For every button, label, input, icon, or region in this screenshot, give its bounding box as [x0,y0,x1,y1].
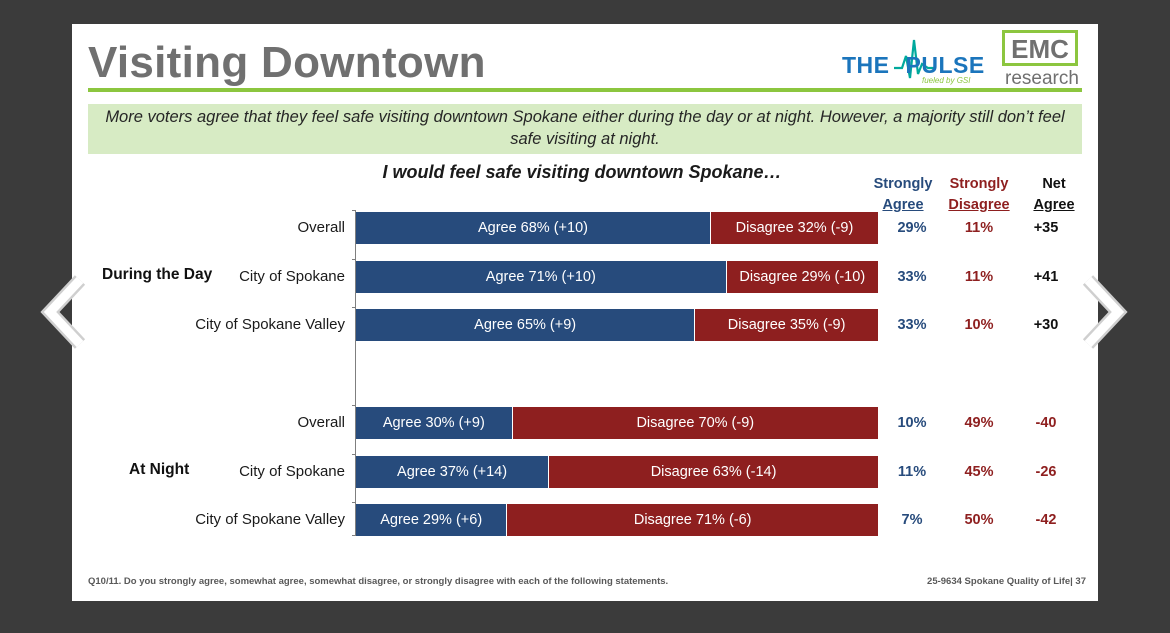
agree-bar: Agree 68% (+10) [356,212,711,244]
axis-tick [352,535,356,536]
the-pulse-logo: THE PULSE fueled by GSI [842,34,992,86]
row-label: City of Spokane [239,462,345,480]
emc-logo-text: EMC [1002,30,1078,66]
pulse-wave-icon [894,39,934,79]
row-label: City of Spokane Valley [195,316,345,334]
row-label: Overall [297,414,345,431]
footer-page-info: 25-9634 Spokane Quality of Life| 37 [927,576,1086,587]
stat-strongly-disagree: 49% [964,415,994,431]
stat-strongly-disagree: 50% [964,512,994,529]
stat-net-agree: +41 [1033,268,1059,285]
disagree-bar: Disagree 29% (-10) [726,260,878,293]
previous-slide-button[interactable] [38,272,98,352]
stat-strongly-disagree: 11% [964,268,994,285]
pulse-logo-text: THE PULSE [842,52,985,79]
axis-tick [352,210,356,211]
agree-bar: Agree 37% (+14) [356,455,550,488]
stat-strongly-disagree: 45% [964,463,994,480]
pulse-name: PULSE [905,52,985,78]
row-label: Overall [297,219,345,236]
key-finding-box: More voters agree that they feel safe vi… [88,104,1082,154]
agree-bar: Agree 65% (+9) [356,309,696,342]
chart-axis-line [355,210,356,536]
disagree-bar: Disagree 70% (-9) [512,407,878,439]
stat-strongly-agree: 7% [901,512,923,529]
group-label: During the Day [102,265,213,283]
pulse-tagline: fueled by GSI [922,76,971,85]
disagree-bar: Disagree 63% (-14) [549,455,878,488]
stat-net-agree: -26 [1035,463,1057,480]
agree-bar: Agree 71% (+10) [356,260,727,293]
axis-tick [352,405,356,406]
stat-net-agree: +35 [1033,220,1059,236]
disagree-bar: Disagree 35% (-9) [695,309,878,342]
stat-strongly-agree: 10% [897,415,927,431]
chart-title: I would feel safe visiting downtown Spok… [382,162,782,182]
axis-tick [352,258,356,260]
next-slide-button[interactable] [1074,272,1134,352]
axis-tick [352,307,356,309]
col-header-net-agree-line2: Agree [1033,197,1075,213]
pulse-the: THE [842,52,890,78]
disagree-bar: Disagree 32% (-9) [710,212,878,244]
footer-question: Q10/11. Do you strongly agree, somewhat … [88,576,669,587]
col-header-strongly-agree: Strongly Agree [868,174,938,216]
stat-strongly-disagree: 11% [964,220,994,236]
col-header-strongly-agree-line1: Strongly [873,176,933,192]
stat-strongly-agree: 33% [897,317,927,334]
chevron-left-icon [40,275,86,349]
stat-net-agree: -42 [1035,512,1057,529]
group-label: At Night [129,460,190,478]
disagree-bar: Disagree 71% (-6) [507,504,878,537]
stat-strongly-agree: 33% [897,268,927,285]
page-title: Visiting Downtown [88,38,486,87]
axis-tick [352,502,356,504]
col-header-net-agree-line1: Net [1042,176,1066,192]
col-header-strongly-disagree-line2: Disagree [948,197,1010,213]
col-header-strongly-disagree: Strongly Disagree [942,174,1016,216]
emc-research-text: research [1005,68,1079,89]
stat-net-agree: +30 [1033,317,1059,334]
agree-bar: Agree 29% (+6) [356,504,508,537]
stat-strongly-disagree: 10% [964,317,994,334]
emc-research-logo: EMC research [1000,28,1084,89]
stat-strongly-agree: 29% [897,220,927,236]
key-finding-text: More voters agree that they feel safe vi… [105,108,1065,148]
title-divider [88,88,1082,92]
stat-strongly-agree: 11% [897,463,927,480]
axis-tick [352,453,356,455]
slide: Visiting Downtown THE PULSE fueled by GSI… [72,24,1098,601]
row-label: City of Spokane [239,267,345,285]
col-header-strongly-disagree-line1: Strongly [949,176,1009,192]
col-header-net-agree: Net Agree [1024,174,1084,216]
stat-net-agree: -40 [1035,415,1057,431]
agree-bar: Agree 30% (+9) [356,407,513,439]
chevron-right-icon [1082,275,1128,349]
row-label: City of Spokane Valley [195,511,345,529]
col-header-strongly-agree-line2: Agree [882,197,924,213]
